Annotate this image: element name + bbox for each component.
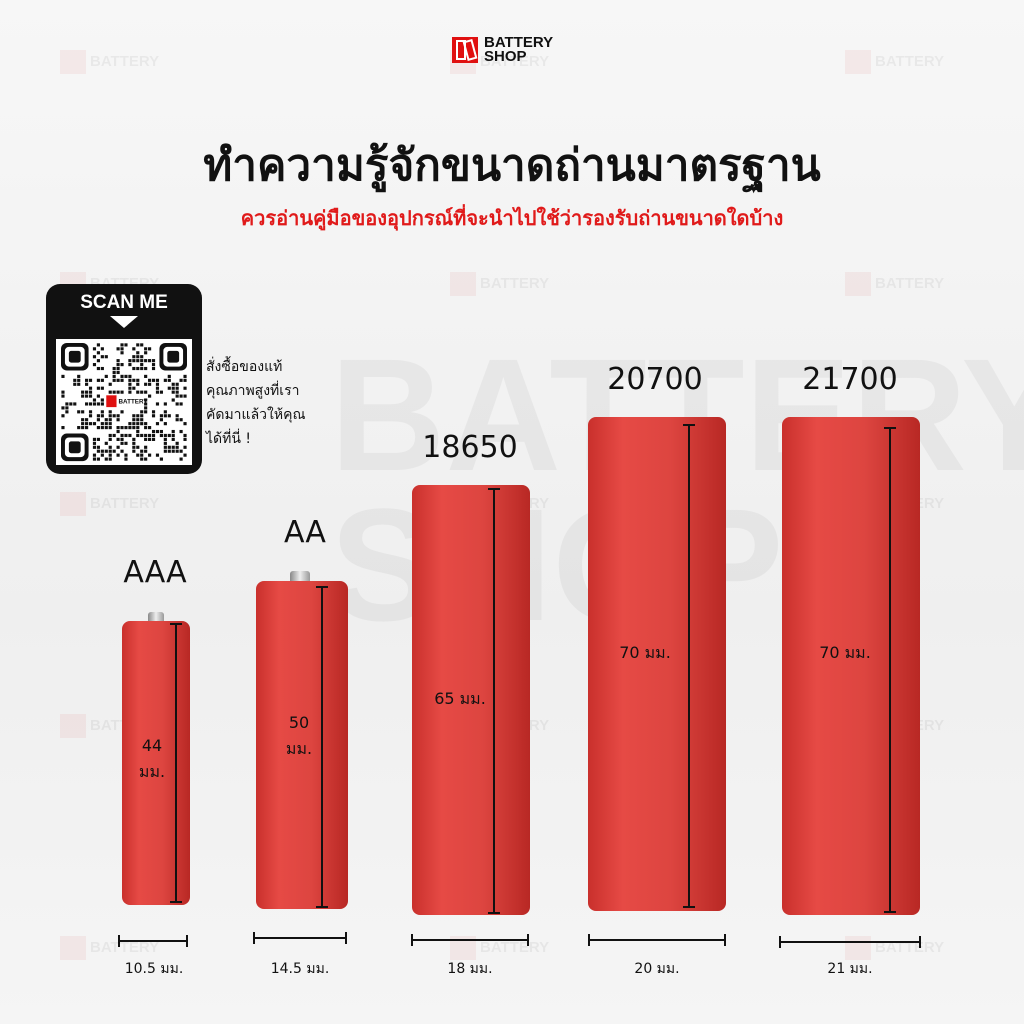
battery-name-20700: 20700 — [607, 362, 703, 397]
width-label-18650: 18 มม. — [447, 961, 493, 977]
width-label-aa: 14.5 มม. — [270, 961, 330, 977]
watermark-logo: BATTERY — [845, 272, 944, 296]
height-dimension-line — [316, 586, 328, 908]
qr-code[interactable]: BATTERY — [56, 339, 192, 465]
battery-aaa — [122, 621, 190, 905]
scan-me-label: SCAN ME — [80, 292, 168, 313]
battery-20700 — [588, 417, 726, 911]
brand-line1: BATTERY — [484, 34, 554, 51]
qr-caption-line: ได้ที่นี่ ! — [206, 431, 251, 447]
height-label-18650: 65 มม. — [434, 689, 486, 708]
width-dimension-line — [253, 932, 347, 944]
width-dimension-line — [411, 934, 529, 946]
height-dimension-line — [488, 488, 500, 914]
width-label-aaa: 10.5 มม. — [124, 961, 184, 977]
height-label-text: 44 มม. — [138, 736, 166, 781]
height-label-aa: 50 มม. — [275, 710, 323, 762]
height-dimension-line — [170, 623, 182, 903]
width-label-21700: 21 มม. — [827, 961, 873, 977]
watermark-logo: BATTERY — [845, 936, 944, 960]
battery-name-aa: AA — [284, 515, 326, 550]
battery-name-aaa: AAA — [123, 555, 187, 590]
qr-card[interactable]: SCAN ME BATTERY — [46, 284, 202, 474]
watermark-logo: BATTERY — [845, 50, 944, 74]
watermark-logo: BATTERY — [450, 272, 549, 296]
battery-name-21700: 21700 — [802, 362, 898, 397]
watermark-logo: BATTERY — [60, 492, 159, 516]
height-label-20700: 70 มม. — [619, 643, 671, 662]
height-dimension-line — [884, 427, 896, 913]
battery-aa — [256, 581, 348, 909]
arrow-down-icon — [110, 316, 138, 328]
brand-line2: SHOP — [484, 48, 527, 65]
height-label-text: 50 มม. — [285, 713, 313, 758]
battery-terminal — [148, 612, 164, 622]
qr-caption-line: คัดมาแล้วให้คุณ — [206, 407, 306, 423]
width-label-20700: 20 มม. — [634, 961, 680, 977]
qr-caption-line: สั่งซื้อของแท้ — [206, 359, 283, 375]
page-subtitle: ควรอ่านคู่มือของอุปกรณ์ที่จะนำไปใช้ว่ารอ… — [240, 206, 784, 230]
height-label-21700: 70 มม. — [819, 643, 871, 662]
page-title: ทำความรู้จักขนาดถ่านมาตรฐาน — [203, 140, 821, 191]
watermark-logo: BATTERY — [60, 50, 159, 74]
qr-caption: สั่งซื้อของแท้ คุณภาพสูงที่เรา คัดมาแล้ว… — [206, 355, 305, 451]
width-dimension-line — [779, 936, 921, 948]
battery-21700 — [782, 417, 920, 915]
battery-name-18650: 18650 — [422, 430, 518, 465]
battery-18650 — [412, 485, 530, 915]
qr-caption-line: คุณภาพสูงที่เรา — [206, 383, 300, 399]
width-dimension-line — [588, 934, 726, 946]
height-label-aaa: 44 มม. — [130, 733, 174, 785]
svg-text:BATTERY: BATTERY — [118, 399, 148, 406]
brand-logo: BATTERY SHOP — [452, 34, 554, 65]
width-dimension-line — [118, 935, 188, 947]
watermark-logo: BATTERY — [60, 936, 159, 960]
battery-logo-icon — [452, 37, 478, 63]
height-dimension-line — [683, 424, 695, 908]
battery-terminal — [290, 571, 310, 582]
